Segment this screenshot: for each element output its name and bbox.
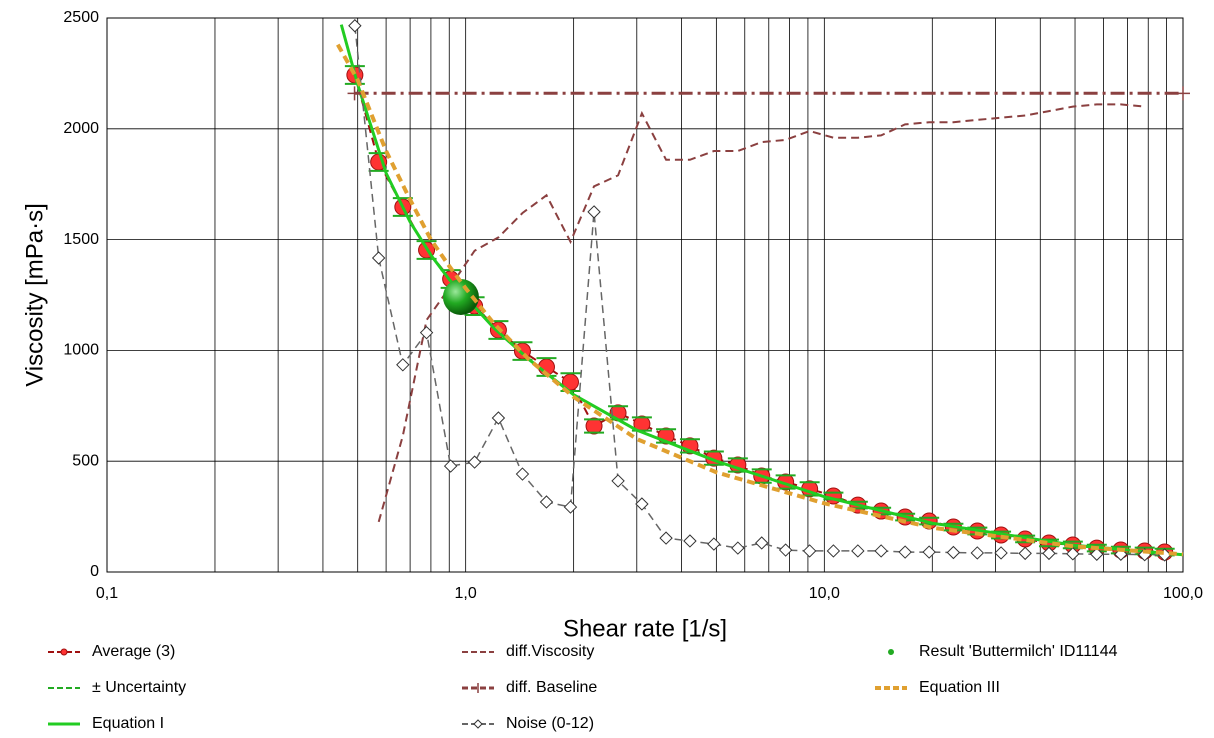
x-tick-label: 1,0 <box>455 585 477 602</box>
data-point <box>946 545 961 560</box>
legend-label: Equation III <box>919 679 1000 696</box>
x-tick-label: 10,0 <box>809 585 840 602</box>
legend-label: ± Uncertainty <box>92 679 186 696</box>
data-point <box>396 358 410 372</box>
legend-item: diff.Viscosity <box>462 643 594 660</box>
data-point <box>1066 547 1080 561</box>
legend-label: Average (3) <box>92 643 175 660</box>
data-point <box>970 546 985 560</box>
data-point <box>539 495 554 509</box>
legend-label: Equation I <box>92 715 164 732</box>
data-point <box>683 534 697 548</box>
data-point <box>659 531 673 545</box>
legend-item: ± Uncertainty <box>48 679 186 696</box>
y-tick-label: 1500 <box>63 231 99 248</box>
y-tick-label: 2000 <box>63 120 99 137</box>
x-tick-label: 100,0 <box>1163 585 1203 602</box>
legend-symbol <box>888 649 894 655</box>
legend-label: Noise (0-12) <box>506 715 594 732</box>
y-tick-label: 500 <box>72 452 99 469</box>
data-point <box>585 417 603 435</box>
legend-label: diff.Viscosity <box>506 643 594 660</box>
data-point <box>1018 546 1032 561</box>
legend-label: diff. Baseline <box>506 679 597 696</box>
series-line <box>339 24 1184 557</box>
legend-item: diff. Baseline <box>462 679 597 696</box>
data-point <box>707 537 721 551</box>
data-point <box>778 543 793 557</box>
series-line <box>336 43 1184 557</box>
data-point <box>587 205 601 219</box>
legend-item: Equation I <box>48 715 164 732</box>
data-point <box>419 325 434 340</box>
data-point <box>563 500 578 514</box>
data-point <box>898 545 912 559</box>
data-point <box>851 544 865 558</box>
data-point <box>635 497 649 511</box>
y-tick-label: 1000 <box>63 342 99 359</box>
legend-item: Result 'Buttermilch' ID11144 <box>888 643 1118 660</box>
x-axis-label: Shear rate [1/s] <box>563 615 727 642</box>
data-point <box>347 86 362 101</box>
data-point <box>802 544 817 558</box>
data-point <box>515 467 530 481</box>
data-point <box>348 19 362 33</box>
data-point <box>467 455 482 469</box>
data-point <box>755 536 769 550</box>
legend-symbol <box>473 719 483 729</box>
series-line <box>354 25 1165 556</box>
legend-symbol <box>60 648 68 656</box>
data-point <box>443 459 458 473</box>
data-point <box>826 544 841 558</box>
data-point <box>1042 546 1056 561</box>
y-tick-label: 2500 <box>63 9 99 26</box>
legend-item: Average (3) <box>48 643 175 660</box>
legend-label: Result 'Buttermilch' ID11144 <box>919 643 1118 660</box>
data-point <box>1090 547 1104 561</box>
data-point <box>994 546 1008 560</box>
data-point <box>731 541 745 555</box>
data-point <box>491 411 506 425</box>
plot-area <box>336 19 1190 562</box>
data-point <box>922 545 936 559</box>
data-point <box>371 251 386 265</box>
data-point <box>611 474 625 488</box>
y-axis-label: Viscosity [mPa·s] <box>21 203 48 387</box>
plot-frame <box>106 17 1184 573</box>
data-point <box>874 544 888 558</box>
legend-item: Noise (0-12) <box>462 715 594 732</box>
y-tick-label: 0 <box>90 563 99 580</box>
x-tick-label: 0,1 <box>96 585 118 602</box>
data-point <box>442 278 479 315</box>
series-line <box>377 103 1145 523</box>
data-point <box>1176 86 1190 101</box>
legend-item: Equation III <box>875 679 1000 696</box>
